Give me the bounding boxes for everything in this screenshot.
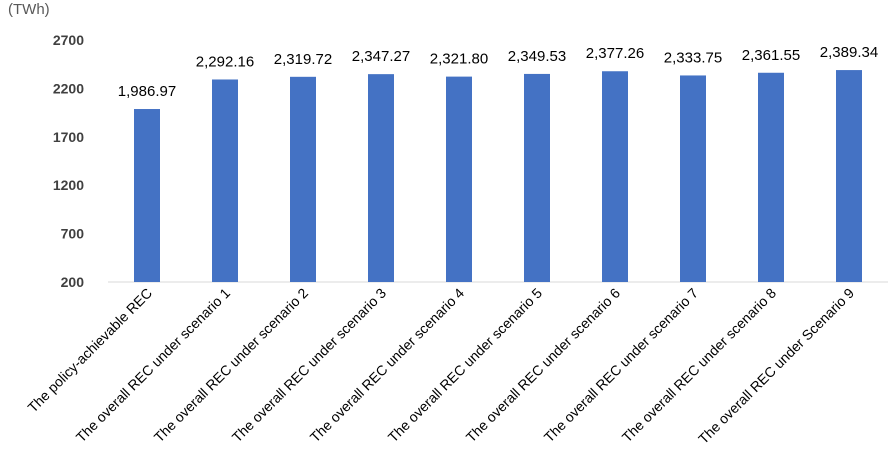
x-tick-label: The overall REC under Scenario 9 — [695, 285, 857, 447]
bar — [836, 70, 862, 282]
bar — [290, 76, 316, 283]
unit-label: (TWh) — [8, 1, 50, 18]
y-tick-label: 1700 — [53, 129, 84, 145]
y-axis-ticks: 200 700 1200 1700 2200 2700 — [53, 32, 84, 290]
data-label: 2,361.55 — [742, 47, 800, 64]
data-label: 2,321.80 — [430, 51, 488, 68]
bar — [602, 71, 628, 282]
x-tick-label: The overall REC under scenario 8 — [619, 285, 780, 446]
y-tick-label: 1200 — [53, 177, 84, 193]
data-labels: 1,986.97 2,292.16 2,319.72 2,347.27 2,321.80… — [118, 44, 878, 100]
x-tick-label: The overall REC under scenario 1 — [73, 285, 234, 446]
data-label: 2,333.75 — [664, 49, 722, 66]
y-tick-label: 700 — [61, 226, 85, 242]
bars — [134, 70, 862, 283]
y-tick-label: 200 — [61, 274, 85, 290]
data-label: 2,319.72 — [274, 51, 332, 68]
x-tick-label: The overall REC under scenario 5 — [385, 285, 546, 446]
bar — [212, 79, 238, 282]
bar — [680, 75, 706, 282]
x-tick-label: The overall REC under scenario 2 — [151, 285, 312, 446]
data-label: 2,349.53 — [508, 48, 566, 65]
y-tick-label: 2700 — [53, 32, 84, 48]
bar — [524, 73, 550, 282]
bar — [134, 109, 160, 282]
x-tick-label: The overall REC under scenario 4 — [307, 285, 468, 446]
data-label: 2,377.26 — [586, 45, 644, 62]
data-label: 1,986.97 — [118, 83, 176, 100]
y-tick-label: 2200 — [53, 80, 84, 96]
bar — [446, 76, 472, 282]
x-tick-label: The policy-achievable REC — [24, 285, 155, 416]
data-label: 2,292.16 — [196, 53, 254, 70]
data-label: 2,347.27 — [352, 48, 410, 65]
x-tick-label: The overall REC under scenario 6 — [463, 285, 624, 446]
x-tick-label: The overall REC under scenario 3 — [229, 285, 390, 446]
x-tick-label: The overall REC under scenario 7 — [541, 285, 702, 446]
bar — [758, 72, 784, 282]
data-label: 2,389.34 — [820, 44, 878, 61]
bar — [368, 74, 394, 283]
